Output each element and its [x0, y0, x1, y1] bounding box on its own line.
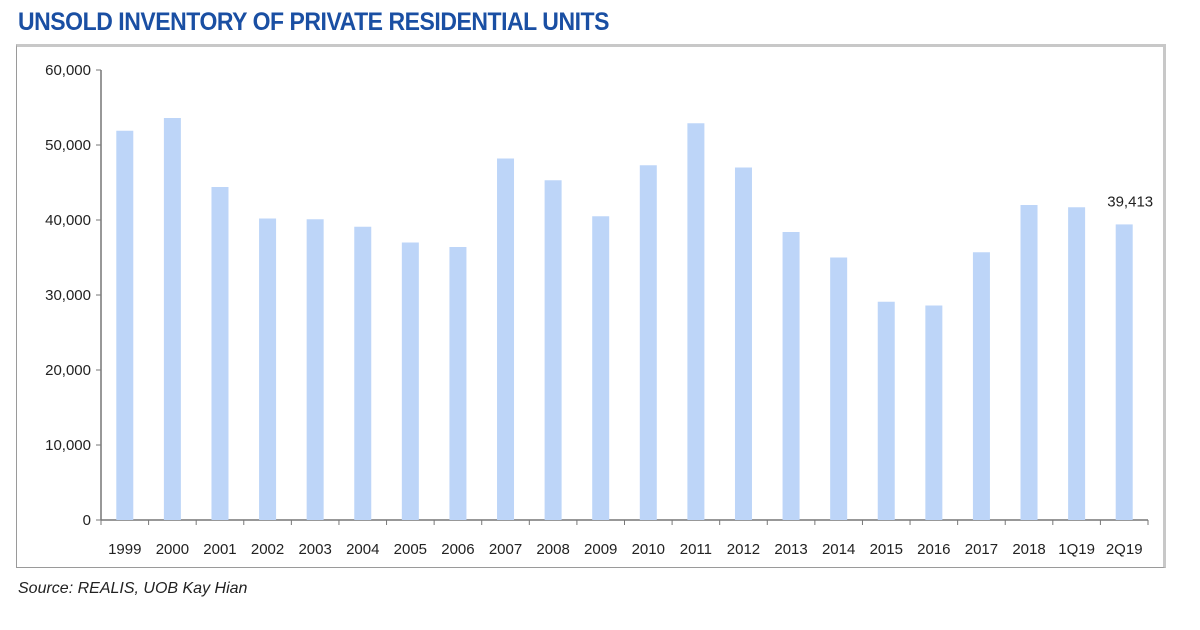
bar-2018 — [1020, 205, 1038, 520]
bar-2010 — [639, 165, 657, 520]
source-note: Source: REALIS, UOB Kay Hian — [18, 580, 248, 597]
bar-2001 — [211, 187, 229, 520]
chart-title: UNSOLD INVENTORY OF PRIVATE RESIDENTIAL … — [18, 8, 609, 36]
x-tick-label: 2005 — [394, 541, 427, 558]
x-tick-label: 2015 — [870, 541, 903, 558]
x-tick-label: 2002 — [251, 541, 284, 558]
x-tick-label: 2006 — [441, 541, 474, 558]
bar-2006 — [449, 247, 467, 520]
bar-2008 — [544, 180, 562, 520]
x-tick-label: 2010 — [632, 541, 665, 558]
bar-2009 — [592, 216, 610, 520]
x-tick-label: 2011 — [680, 541, 712, 558]
x-tick-label: 2008 — [536, 541, 569, 558]
x-tick-label: 2004 — [346, 541, 379, 558]
x-tick-label: 2009 — [584, 541, 617, 558]
y-tick-label: 50,000 — [45, 137, 91, 154]
x-tick-label: 2012 — [727, 541, 760, 558]
bar-2002 — [259, 218, 277, 520]
bar-2Q19 — [1115, 224, 1133, 520]
x-tick-label: 2016 — [917, 541, 950, 558]
bar-2011 — [687, 123, 705, 520]
x-tick-label: 1999 — [108, 541, 141, 558]
bar-2017 — [972, 252, 990, 520]
x-tick-label: 2014 — [822, 541, 855, 558]
y-tick-label: 20,000 — [45, 362, 91, 379]
x-tick-label: 2Q19 — [1106, 541, 1143, 558]
bar-2004 — [354, 226, 372, 520]
bar-2000 — [163, 118, 181, 520]
y-tick-label: 30,000 — [45, 287, 91, 304]
bar-2013 — [782, 232, 800, 520]
y-tick-label: 40,000 — [45, 212, 91, 229]
bar-1Q19 — [1068, 207, 1086, 520]
bar-2014 — [830, 257, 848, 520]
x-tick-label: 2018 — [1012, 541, 1045, 558]
bar-2005 — [401, 242, 419, 520]
bar-2016 — [925, 305, 943, 520]
x-tick-label: 2001 — [203, 541, 236, 558]
bar-2012 — [734, 167, 752, 520]
x-tick-label: 2007 — [489, 541, 522, 558]
y-tick-label: 0 — [83, 512, 91, 529]
chart-frame — [16, 44, 1166, 568]
x-tick-label: 2003 — [298, 541, 331, 558]
bar-2015 — [877, 301, 895, 520]
x-tick-label: 2013 — [774, 541, 807, 558]
x-tick-label: 2017 — [965, 541, 998, 558]
x-tick-label: 1Q19 — [1058, 541, 1095, 558]
x-tick-label: 2000 — [156, 541, 189, 558]
y-tick-label: 10,000 — [45, 437, 91, 454]
bar-2007 — [497, 158, 515, 520]
bar-2003 — [306, 219, 324, 520]
data-label: 39,413 — [1107, 193, 1153, 210]
bar-1999 — [116, 130, 134, 520]
y-tick-label: 60,000 — [45, 62, 91, 79]
